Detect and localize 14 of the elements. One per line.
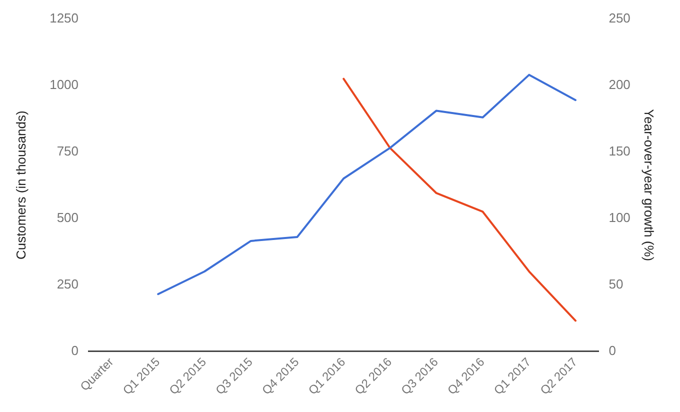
y-tick-label: 250	[56, 276, 79, 292]
y-tick-label: 750	[56, 143, 79, 158]
y-tick-label: 1000	[50, 77, 79, 92]
y2-tick-label: 250	[608, 10, 630, 26]
y2-tick-label: 50	[608, 276, 624, 292]
y-axis-title: Customers (in thousands)	[13, 110, 28, 260]
y2-tick-label: 150	[608, 143, 630, 158]
y-tick-label: 0	[71, 342, 79, 358]
y2-tick-label: 0	[608, 342, 616, 358]
y2-tick-label: 100	[608, 210, 630, 225]
y2-tick-label: 200	[608, 77, 630, 92]
y2-axis-title: Year-over-year growth (%)	[642, 109, 657, 262]
y-tick-label: 1250	[50, 10, 79, 26]
y-tick-label: 500	[56, 210, 79, 225]
